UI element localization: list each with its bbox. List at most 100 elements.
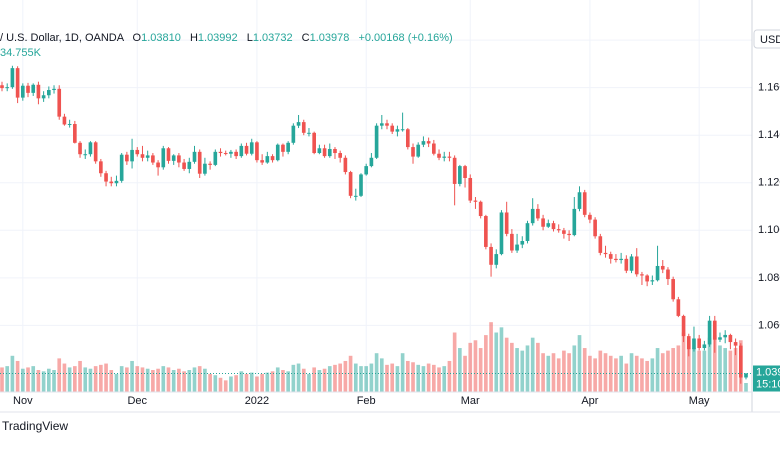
candle-body <box>707 320 712 345</box>
candle-body <box>119 154 124 181</box>
volume-bar <box>728 350 733 392</box>
volume-bar <box>286 371 290 392</box>
volume-bar <box>666 350 670 392</box>
candle-body <box>312 132 316 154</box>
volume-bar <box>473 340 478 392</box>
volume-bar <box>109 370 114 392</box>
volume-bar <box>478 348 483 392</box>
candle-body <box>598 236 603 253</box>
candle-body <box>718 337 722 340</box>
candle-body <box>634 256 639 275</box>
x-tick-label: May <box>689 395 710 407</box>
candle-body <box>608 254 613 259</box>
candle-body <box>197 151 202 174</box>
volume-bar <box>177 368 181 392</box>
candle-body <box>728 334 733 343</box>
candle-body <box>218 151 223 154</box>
volume-bar <box>291 364 296 392</box>
volume-bar <box>99 364 103 392</box>
volume-bar <box>556 358 561 392</box>
candle-body <box>52 88 56 91</box>
candle-body <box>187 161 192 169</box>
volume-bar <box>348 355 353 392</box>
x-tick-label: Apr <box>581 395 598 407</box>
volume-bar <box>541 353 545 392</box>
candle-body <box>57 88 62 117</box>
volume-bar <box>686 340 691 392</box>
candle-body <box>140 154 145 158</box>
x-tick-label: Feb <box>357 395 376 407</box>
volume-bar <box>369 363 374 392</box>
volume-bar <box>52 370 56 392</box>
candle-body <box>275 144 280 161</box>
candle-body <box>697 338 701 349</box>
candle-body <box>270 156 275 161</box>
candle-body <box>171 155 176 161</box>
candle-body <box>327 148 332 157</box>
price-label-box <box>753 365 780 392</box>
candle-body <box>36 84 41 99</box>
volume-bar <box>119 366 124 392</box>
volume-bar <box>671 348 675 392</box>
volume-bar <box>692 348 696 392</box>
volume-bar <box>707 337 712 392</box>
volume-bar <box>182 371 186 392</box>
candle-body <box>73 124 77 143</box>
candle-body <box>62 116 67 125</box>
volume-bar <box>270 371 275 392</box>
volume-bar <box>567 353 571 392</box>
volume-bar <box>536 342 540 392</box>
volume-bar <box>301 368 306 392</box>
y-tick-label: 1.080 <box>758 272 780 284</box>
volume-bar <box>359 366 363 392</box>
candle-body <box>286 142 290 152</box>
volume-bar <box>317 370 322 392</box>
brand[interactable]: TradingView <box>2 419 68 433</box>
candle-body <box>447 156 452 158</box>
candle-body <box>114 180 119 184</box>
volume-bar <box>411 362 415 392</box>
volume-bar <box>244 373 249 392</box>
candle-body <box>463 166 467 178</box>
countdown: 15:10:45 <box>756 378 780 390</box>
volume-bar <box>400 353 405 392</box>
volume-bar <box>31 366 36 392</box>
volume-bar <box>650 358 655 392</box>
volume-bar <box>145 368 150 392</box>
candle-body <box>317 148 322 154</box>
candle-body <box>525 223 530 242</box>
candle-body <box>338 153 343 158</box>
volume-bar <box>312 367 316 392</box>
candle-body <box>650 280 655 282</box>
volume-bar <box>5 366 10 392</box>
candle-body <box>567 233 571 236</box>
volume-bar <box>374 353 379 392</box>
candle-body <box>400 129 405 131</box>
volume-bar <box>161 366 166 392</box>
volume-bar <box>421 366 426 392</box>
volume-bar <box>41 371 46 392</box>
candle-body <box>416 144 421 157</box>
candle-body <box>536 208 540 219</box>
candle-body <box>379 123 384 126</box>
candle-body <box>307 132 311 134</box>
candle-body <box>20 85 25 98</box>
volume-bar <box>629 353 634 392</box>
candle-body <box>426 141 431 144</box>
volume-bar <box>36 370 41 392</box>
candle-body <box>343 157 348 173</box>
volume-bar <box>426 363 431 392</box>
volume-bar <box>405 360 410 392</box>
currency-label[interactable]: USD <box>760 34 780 46</box>
candle-body <box>353 195 358 197</box>
currency-button[interactable] <box>753 29 780 49</box>
candle-body <box>78 142 82 155</box>
y-tick-label: 1.160 <box>758 82 780 94</box>
candle-body <box>562 230 566 234</box>
volume-bar <box>525 345 530 392</box>
candle-body <box>390 125 395 132</box>
volume-bar <box>338 363 343 392</box>
volume-bar <box>723 348 728 392</box>
volume-bar <box>88 368 93 392</box>
ohlc-label: H <box>190 32 198 44</box>
